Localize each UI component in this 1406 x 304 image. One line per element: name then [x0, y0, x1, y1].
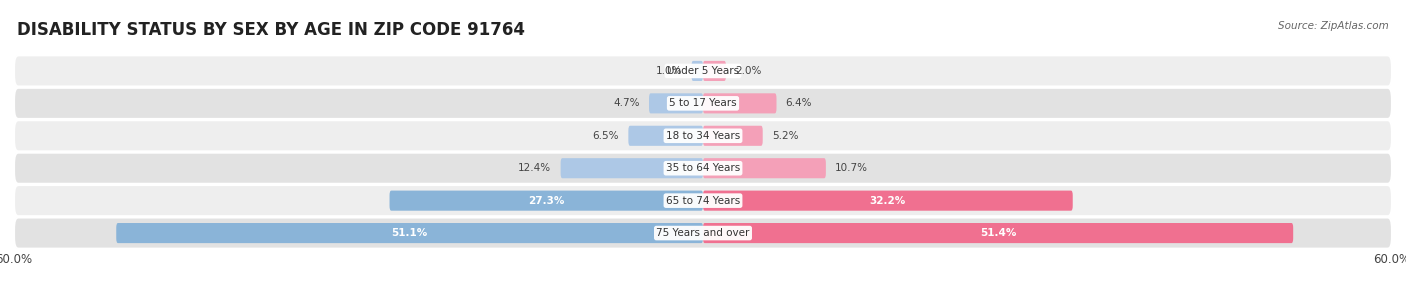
FancyBboxPatch shape: [703, 93, 776, 113]
Text: Source: ZipAtlas.com: Source: ZipAtlas.com: [1278, 21, 1389, 31]
Text: 2.0%: 2.0%: [735, 66, 762, 76]
FancyBboxPatch shape: [14, 217, 1392, 249]
Text: 51.4%: 51.4%: [980, 228, 1017, 238]
Text: 27.3%: 27.3%: [529, 196, 564, 206]
Text: 51.1%: 51.1%: [391, 228, 427, 238]
Text: 5.2%: 5.2%: [772, 131, 799, 141]
Text: 5 to 17 Years: 5 to 17 Years: [669, 98, 737, 108]
Text: Under 5 Years: Under 5 Years: [666, 66, 740, 76]
FancyBboxPatch shape: [117, 223, 703, 243]
Legend: Male, Female: Male, Female: [637, 303, 769, 304]
FancyBboxPatch shape: [14, 55, 1392, 87]
FancyBboxPatch shape: [703, 126, 762, 146]
Text: 75 Years and over: 75 Years and over: [657, 228, 749, 238]
FancyBboxPatch shape: [703, 223, 1294, 243]
FancyBboxPatch shape: [14, 88, 1392, 119]
FancyBboxPatch shape: [14, 185, 1392, 216]
FancyBboxPatch shape: [561, 158, 703, 178]
FancyBboxPatch shape: [703, 61, 725, 81]
FancyBboxPatch shape: [703, 191, 1073, 211]
FancyBboxPatch shape: [628, 126, 703, 146]
FancyBboxPatch shape: [389, 191, 703, 211]
FancyBboxPatch shape: [14, 120, 1392, 151]
Text: 4.7%: 4.7%: [613, 98, 640, 108]
Text: 1.0%: 1.0%: [657, 66, 682, 76]
Text: 10.7%: 10.7%: [835, 163, 868, 173]
Text: 65 to 74 Years: 65 to 74 Years: [666, 196, 740, 206]
Text: DISABILITY STATUS BY SEX BY AGE IN ZIP CODE 91764: DISABILITY STATUS BY SEX BY AGE IN ZIP C…: [17, 21, 524, 39]
Text: 32.2%: 32.2%: [870, 196, 905, 206]
Text: 6.4%: 6.4%: [786, 98, 813, 108]
Text: 12.4%: 12.4%: [519, 163, 551, 173]
FancyBboxPatch shape: [650, 93, 703, 113]
Text: 18 to 34 Years: 18 to 34 Years: [666, 131, 740, 141]
Text: 35 to 64 Years: 35 to 64 Years: [666, 163, 740, 173]
Text: 6.5%: 6.5%: [593, 131, 619, 141]
FancyBboxPatch shape: [703, 158, 825, 178]
FancyBboxPatch shape: [692, 61, 703, 81]
FancyBboxPatch shape: [14, 153, 1392, 184]
